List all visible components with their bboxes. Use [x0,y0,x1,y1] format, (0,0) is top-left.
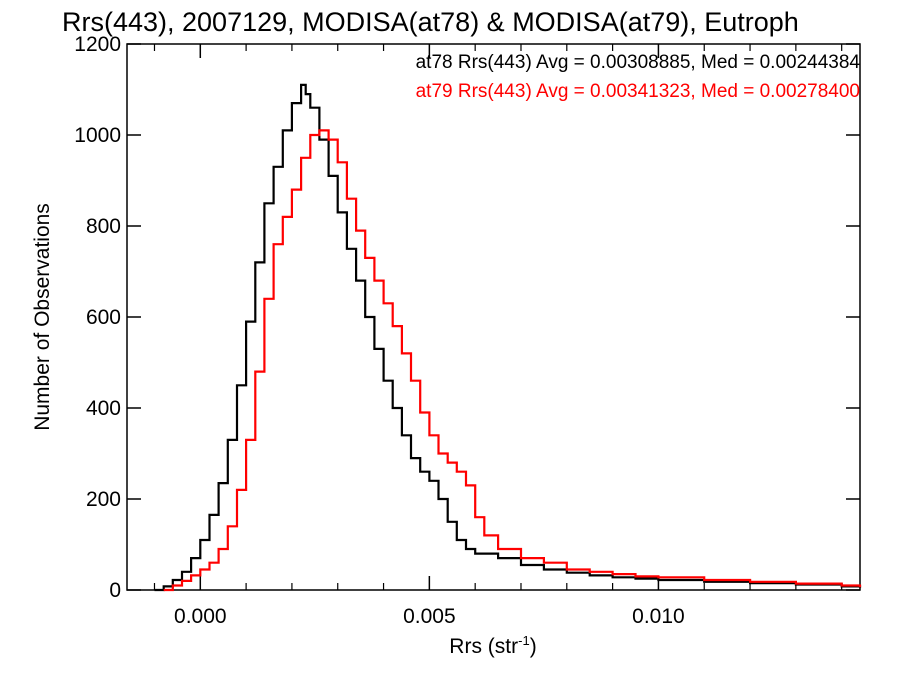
series-group [154,83,862,592]
legend-entry-at78: at78 Rrs(443) Avg = 0.00308885, Med = 0.… [416,52,861,73]
y-axis-label: Number of Observations [31,203,54,431]
y-tick-label: 400 [86,397,121,420]
y-tick-label: 800 [86,215,121,238]
y-tick-label: 0 [109,579,121,602]
x-tick-label: 0.010 [632,605,685,628]
x-tick-label: 0.000 [174,605,227,628]
series-line-at79 [163,129,862,592]
y-tick-label: 1200 [74,33,121,56]
chart-title: Rrs(443), 2007129, MODISA(at78) & MODISA… [62,7,799,37]
y-tick-label: 600 [86,306,121,329]
y-tick-label: 1000 [74,124,121,147]
x-axis-label-main: Rrs (str [449,635,518,658]
legend-entry-at79: at79 Rrs(443) Avg = 0.00341323, Med = 0.… [416,81,860,102]
x-axis: 0.000 0.005 0.010 [153,44,843,628]
x-axis-label-superscript: -1 [518,633,530,648]
y-tick-label: 200 [86,488,121,511]
series-line-at78 [154,83,862,592]
y-axis: 0 200 400 600 800 1000 1200 [74,33,860,602]
x-axis-label: Rrs (str-1) [449,633,536,658]
x-tick-label: 0.005 [403,605,456,628]
x-axis-label-end: ) [530,635,537,658]
